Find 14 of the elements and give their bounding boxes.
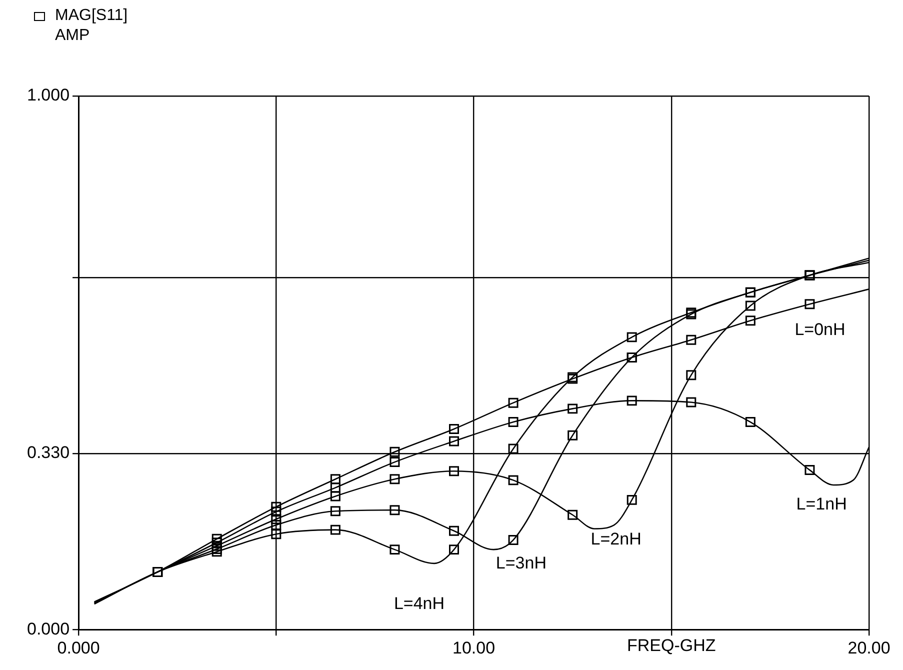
y-axis-title: AMP [54,26,91,46]
annotation: L=2nH [590,530,642,549]
x-tick-label: 20.00 [848,638,890,658]
x-axis-title: FREQ-GHZ [626,636,716,655]
y-tick-label: 0.000 [26,619,70,638]
legend-label: MAG[S11] [55,6,128,26]
y-tick-label: 1.000 [26,86,70,105]
annotation: L=4nH [394,594,445,614]
x-tick-label: 0.000 [57,638,100,658]
annotation: L=0nH [794,320,846,339]
annotation: L=1nH [796,494,847,514]
annotation: L=3nH [496,554,546,573]
x-tick-label: 10.00 [452,638,496,658]
y-tick-label: 0.330 [26,443,70,462]
